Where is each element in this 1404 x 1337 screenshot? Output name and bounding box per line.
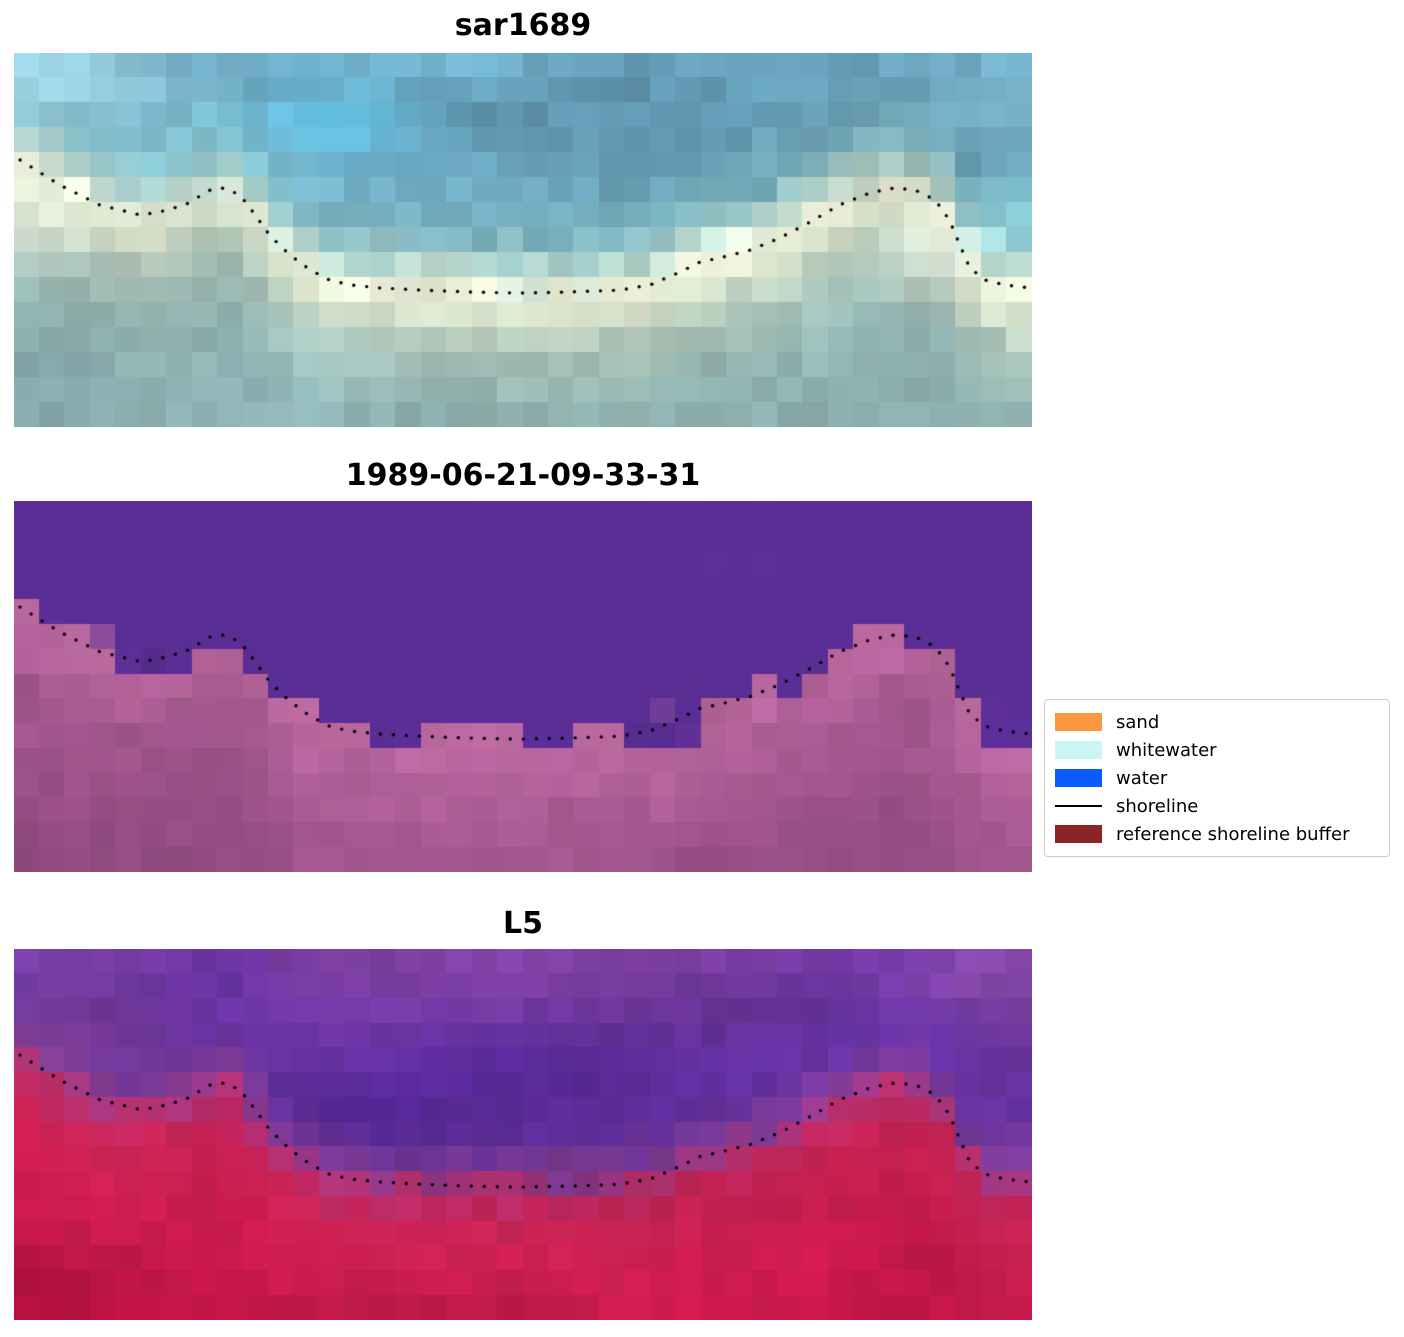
reference-shoreline-buffer-color-swatch [1055, 825, 1102, 843]
water-color-swatch [1055, 769, 1102, 787]
legend-item-whitewater: whitewater [1055, 736, 1379, 764]
sand-color-swatch [1055, 713, 1102, 731]
l5-image-panel [14, 949, 1032, 1320]
classified-image-panel [14, 501, 1032, 872]
panel-title-date: 1989-06-21-09-33-31 [345, 458, 701, 493]
panel-title-l5: L5 [503, 906, 543, 941]
legend-label-shoreline: shoreline [1116, 795, 1199, 817]
legend-item-shoreline: shoreline [1055, 792, 1379, 820]
legend-item-reference-shoreline-buffer: reference shoreline buffer [1055, 820, 1379, 848]
legend-label-sand: sand [1116, 711, 1160, 733]
legend: sand whitewater water shoreline referenc… [1044, 699, 1390, 857]
legend-label-reference-shoreline-buffer: reference shoreline buffer [1116, 823, 1350, 845]
sar-image-panel [14, 53, 1032, 427]
legend-item-sand: sand [1055, 708, 1379, 736]
legend-item-water: water [1055, 764, 1379, 792]
legend-label-whitewater: whitewater [1116, 739, 1217, 761]
legend-label-water: water [1116, 767, 1168, 789]
panel-title-sar1689: sar1689 [454, 8, 592, 43]
shoreline-line-swatch [1055, 805, 1102, 807]
whitewater-color-swatch [1055, 741, 1102, 759]
